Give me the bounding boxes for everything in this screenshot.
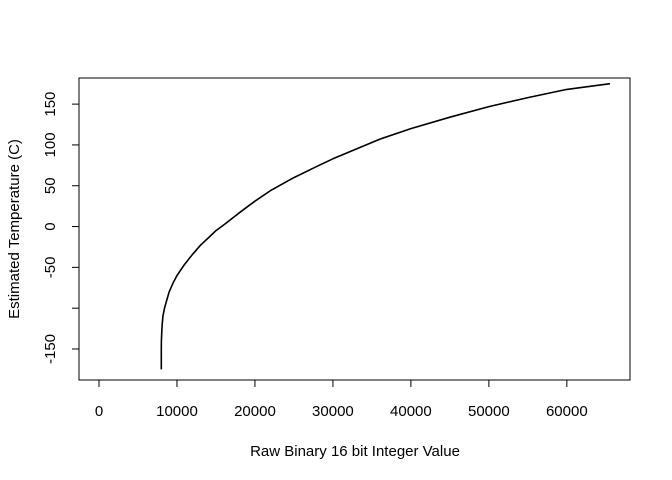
x-axis-label: Raw Binary 16 bit Integer Value <box>250 443 460 460</box>
x-tick-label: 20000 <box>234 403 276 420</box>
series-line <box>160 82 611 370</box>
x-tick-label: 30000 <box>312 403 354 420</box>
y-tick-label: 150 <box>42 92 59 117</box>
y-tick-label: 50 <box>42 177 59 194</box>
y-axis: -150 -50 0 50 100 150 <box>42 92 80 364</box>
y-tick-label: -150 <box>42 334 59 364</box>
x-tick-label: 60000 <box>546 403 588 420</box>
x-tick-label: 50000 <box>468 403 510 420</box>
x-tick-label: 10000 <box>156 403 198 420</box>
x-axis: 0 10000 20000 30000 40000 50000 60000 <box>95 379 588 420</box>
x-tick-label: 0 <box>95 403 103 420</box>
y-tick-label: 100 <box>42 132 59 157</box>
x-tick-label: 40000 <box>390 403 432 420</box>
y-axis-label: Estimated Temperature (C) <box>6 139 23 319</box>
y-tick-label: 0 <box>42 222 59 230</box>
series-layer <box>160 82 611 370</box>
y-tick-label: -50 <box>42 257 59 279</box>
